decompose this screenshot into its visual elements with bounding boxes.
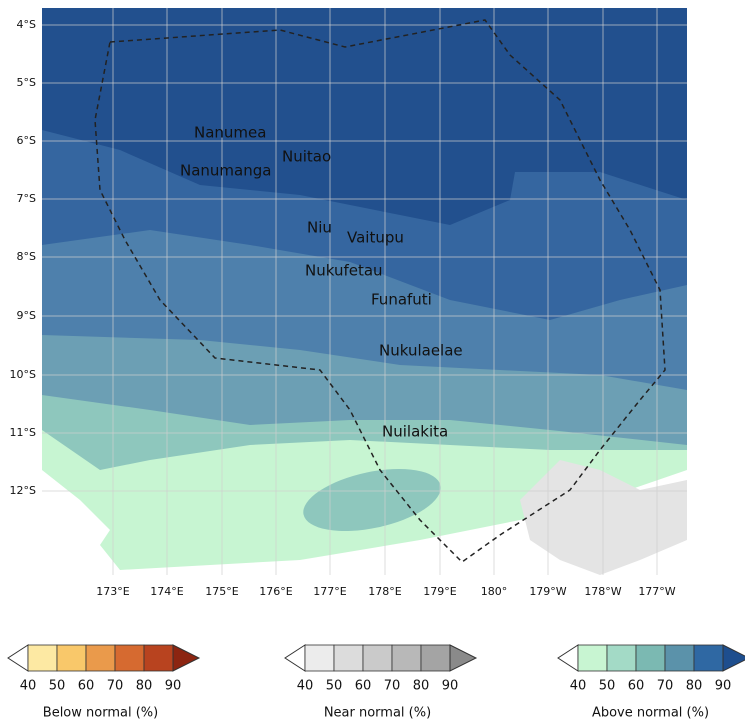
colorbar-tick: 50 [49, 679, 66, 694]
colorbar-tick: 60 [355, 679, 372, 694]
colorbar-box [391, 644, 422, 672]
colorbar-title: Above normal (%) [592, 706, 709, 721]
colorbar-tick: 80 [686, 679, 703, 694]
lon-label: 176°E [259, 585, 292, 598]
lat-label: 7°S [17, 192, 36, 205]
lon-label: 175°E [205, 585, 238, 598]
place-label: Nukufetau [305, 262, 383, 280]
places: Nanumea Nuitao Nanumanga Niu Vaitupu Nuk… [180, 124, 463, 441]
colorbar-box [606, 644, 637, 672]
colorbar-box [114, 644, 145, 672]
lat-label: 10°S [10, 368, 36, 381]
colorbar-box [56, 644, 87, 672]
colorbar-tick: 90 [165, 679, 182, 694]
colorbar: 40 50 60 70 80 90 Near normal (%) [284, 644, 478, 721]
grid [42, 8, 687, 575]
lat-label: 11°S [10, 426, 36, 439]
colorbar-tick: 80 [136, 679, 153, 694]
place-label: Nuitao [282, 148, 331, 166]
colorbar-tick: 60 [628, 679, 645, 694]
lon-label: 179°W [529, 585, 566, 598]
colorbar-box [664, 644, 695, 672]
eez-boundary [94, 19, 666, 563]
place-label: Funafuti [371, 291, 432, 309]
colorbar-tick: 70 [384, 679, 401, 694]
colorbar-over [722, 644, 745, 672]
colorbar-tick: 40 [20, 679, 37, 694]
colorbar-box [333, 644, 364, 672]
colorbar-tick: 80 [413, 679, 430, 694]
latitude-labels: 4°S 5°S 6°S 7°S 8°S 9°S 10°S 11°S 12°S [10, 18, 36, 497]
colorbar-tick: 40 [297, 679, 314, 694]
lat-label: 12°S [10, 484, 36, 497]
colorbar-box [420, 644, 451, 672]
map [42, 8, 687, 575]
lon-label: 180° [481, 585, 508, 598]
colorbar-box [577, 644, 608, 672]
colorbar-box [693, 644, 724, 672]
colorbar-under [284, 644, 306, 672]
lon-label: 177°E [313, 585, 346, 598]
place-label: Nuilakita [382, 423, 448, 441]
blob-50 [303, 468, 441, 532]
colorbar-box [85, 644, 116, 672]
colorbar-over [449, 644, 478, 672]
lon-label: 173°E [96, 585, 129, 598]
lat-label: 8°S [17, 250, 36, 263]
colorbar-title: Near normal (%) [324, 706, 431, 721]
colorbar-box [362, 644, 393, 672]
place-label: Nanumea [194, 124, 266, 142]
colorbar-tick: 70 [657, 679, 674, 694]
lon-label: 174°E [150, 585, 183, 598]
colorbar-under [7, 644, 29, 672]
colorbar: 40 50 60 70 80 90 Below normal (%) [7, 644, 201, 721]
colorbar-tick: 60 [78, 679, 95, 694]
colorbar-tick: 50 [599, 679, 616, 694]
band-none [42, 470, 687, 575]
colorbar-tick: 90 [715, 679, 732, 694]
lat-label: 9°S [17, 309, 36, 322]
longitude-labels: 173°E 174°E 175°E 176°E 177°E 178°E 179°… [96, 585, 676, 598]
lon-label: 177°W [638, 585, 675, 598]
colorbar-tick: 70 [107, 679, 124, 694]
colorbar-tick: 40 [570, 679, 587, 694]
colorbar: 40 50 60 70 80 90 Above normal (%) [557, 644, 745, 721]
colorbar-tick: 50 [326, 679, 343, 694]
colorbar-over [172, 644, 201, 672]
place-label: Nanumanga [180, 162, 271, 180]
colorbar-box [27, 644, 58, 672]
lon-label: 178°E [368, 585, 401, 598]
lat-label: 4°S [17, 18, 36, 31]
colorbar-box [304, 644, 335, 672]
lat-label: 6°S [17, 134, 36, 147]
place-label: Niu [307, 219, 332, 237]
colorbar-under [557, 644, 579, 672]
colorbar-title: Below normal (%) [43, 706, 158, 721]
lon-label: 178°W [584, 585, 621, 598]
place-label: Nukulaelae [379, 342, 463, 360]
colorbar-box [143, 644, 174, 672]
colorbar-tick: 90 [442, 679, 459, 694]
lat-label: 5°S [17, 76, 36, 89]
lon-label: 179°E [423, 585, 456, 598]
place-label: Vaitupu [347, 229, 404, 247]
colorbar-box [635, 644, 666, 672]
